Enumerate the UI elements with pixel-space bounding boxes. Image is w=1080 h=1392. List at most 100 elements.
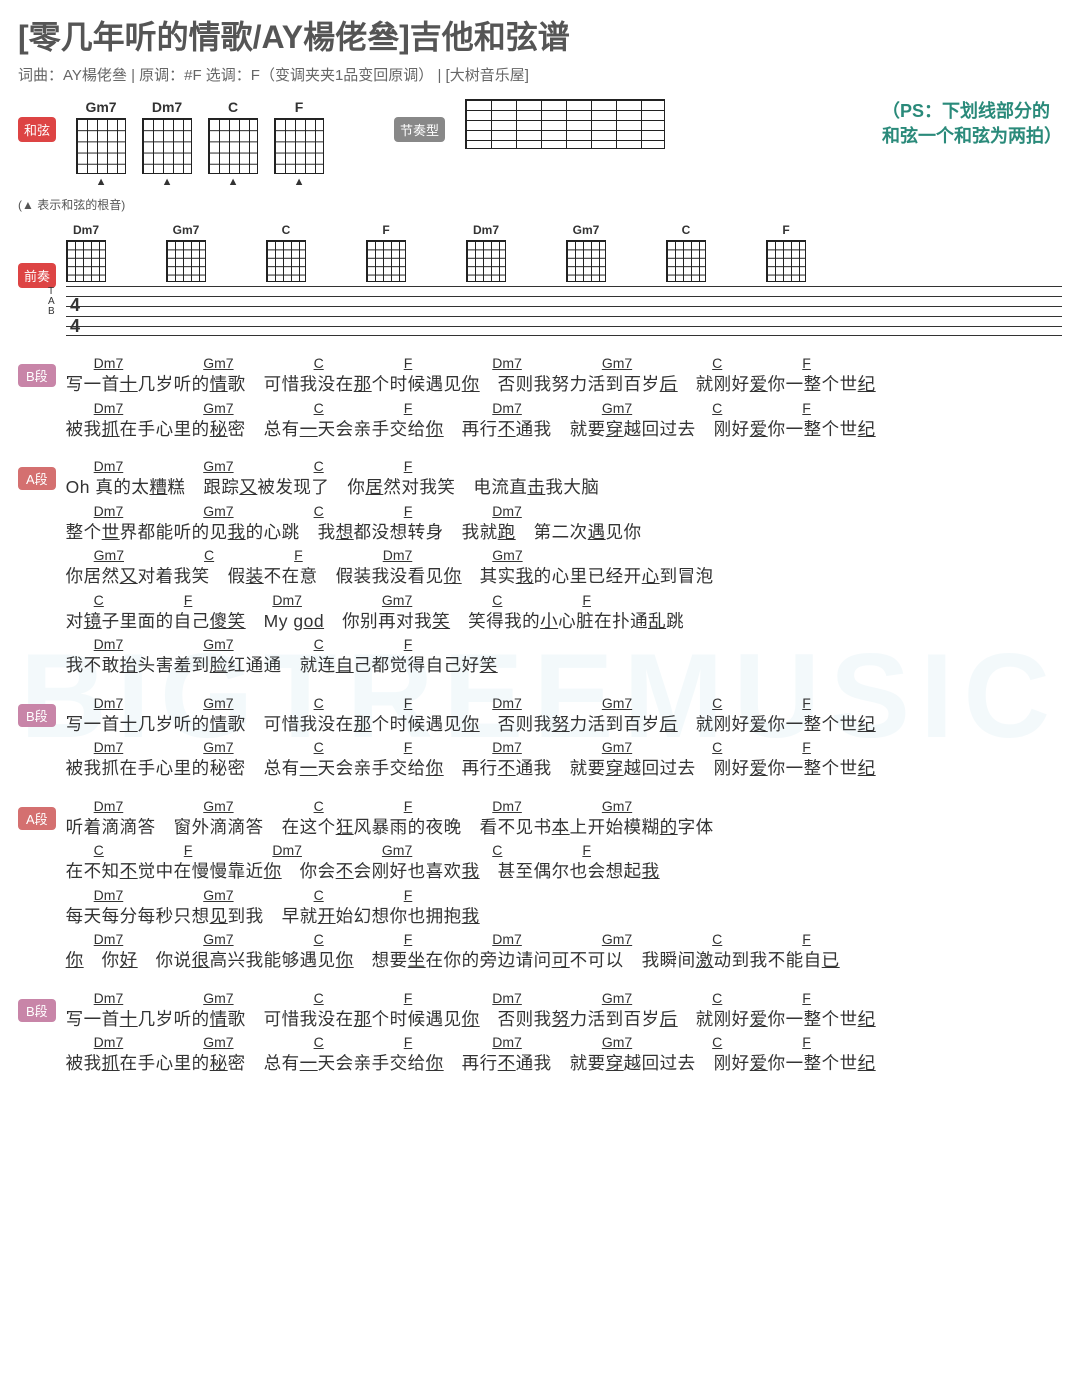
- chord-label: Gm7: [203, 989, 233, 1009]
- chord-diagram-small: Dm7: [466, 223, 506, 282]
- lyric-text: 被我抓在手心里的秘密 总有一天会亲手交给你 再行不通我 就要穿越回过去 刚好爱你…: [66, 1051, 1062, 1076]
- chord-label: F: [802, 738, 811, 758]
- chord-label: Dm7: [94, 930, 124, 950]
- chord-label: F: [404, 930, 413, 950]
- lyric-text: 听着滴滴答 窗外滴滴答 在这个狂风暴雨的夜晚 看不见书本上开始模糊的字体: [66, 815, 1062, 840]
- chord-label: Dm7: [492, 354, 522, 374]
- chord-diagram-small: C: [666, 223, 706, 282]
- chord-row: Dm7Gm7CF: [66, 635, 1062, 655]
- chord-label: C: [94, 841, 104, 861]
- chord-label: F: [404, 502, 413, 522]
- content: [零几年听的情歌/AY楊佬叄]吉他和弦谱 词曲：AY楊佬叄 | 原调：#F 选调…: [18, 12, 1062, 1078]
- chord-name: Gm7: [573, 223, 600, 237]
- note-text: （PS：下划线部分的和弦一个和弦为两拍）: [882, 99, 1062, 149]
- chord-row: Dm7Gm7CFDm7Gm7CF: [66, 989, 1062, 1009]
- intro-chords: Dm7Gm7CFDm7Gm7CF: [66, 223, 1062, 282]
- chord-label: F: [184, 591, 193, 611]
- chord-label: Gm7: [203, 694, 233, 714]
- chord-label: F: [404, 989, 413, 1009]
- lyric-line: Dm7Gm7CFDm7Gm7CF写一首十几岁听的情歌 可惜我没在那个时候遇见你 …: [66, 354, 1062, 397]
- chord-label: Dm7: [94, 694, 124, 714]
- lyric-line: Dm7Gm7CFDm7Gm7CF被我抓在手心里的秘密 总有一天会亲手交给你 再行…: [66, 399, 1062, 442]
- section-tag: B段: [18, 704, 56, 727]
- chord-label: Gm7: [602, 797, 632, 817]
- chord-label: Dm7: [94, 797, 124, 817]
- title: [零几年听的情歌/AY楊佬叄]吉他和弦谱: [18, 12, 1062, 58]
- chord-label: Gm7: [492, 546, 522, 566]
- chord-label: Dm7: [94, 502, 124, 522]
- chord-label: C: [314, 930, 324, 950]
- lyric-line: Dm7Gm7CFDm7Gm7CF写一首十几岁听的情歌 可惜我没在那个时候遇见你 …: [66, 989, 1062, 1032]
- lyric-text: 对镜子里面的自己傻笑 My god 你别再对我笑 笑得我的小心脏在扑通乱跳: [66, 609, 1062, 634]
- root-marker: ▲: [96, 176, 107, 188]
- chord-label: C: [314, 354, 324, 374]
- chord-label: C: [492, 591, 502, 611]
- chord-name: Dm7: [473, 223, 499, 237]
- chord-label: C: [712, 989, 722, 1009]
- section-tag: B段: [18, 364, 56, 387]
- section-tag: B段: [18, 999, 56, 1022]
- chord-label: Dm7: [492, 930, 522, 950]
- chord-label: F: [404, 457, 413, 477]
- chord-row: Dm7Gm7CFDm7Gm7CF: [66, 354, 1062, 374]
- root-marker: ▲: [162, 176, 173, 188]
- chord-row: Dm7Gm7CF: [66, 457, 1062, 477]
- chord-diagram: Gm7 ▲: [76, 99, 126, 188]
- chord-diagram-small: Gm7: [566, 223, 606, 282]
- chord-label: C: [314, 635, 324, 655]
- chord-label: Dm7: [94, 989, 124, 1009]
- chord-label: F: [404, 694, 413, 714]
- lyric-line: Dm7Gm7CFDm7整个世界都能听的见我的心跳 我想都没想转身 我就跑 第二次…: [66, 502, 1062, 545]
- lyric-text: 被我抓在手心里的秘密 总有一天会亲手交给你 再行不通我 就要穿越回过去 刚好爱你…: [66, 756, 1062, 781]
- lyric-text: 你居然又对着我笑 假装不在意 假装我没看见你 其实我的心里已经开心到冒泡: [66, 564, 1062, 589]
- chord-label: Gm7: [203, 635, 233, 655]
- lyric-section: B段 Dm7Gm7CFDm7Gm7CF写一首十几岁听的情歌 可惜我没在那个时候遇…: [18, 989, 1062, 1078]
- chord-label: C: [712, 930, 722, 950]
- chord-row: Dm7Gm7CFDm7: [66, 502, 1062, 522]
- root-note-desc: (▲ 表示和弦的根音): [18, 196, 1062, 213]
- chord-label: F: [404, 1033, 413, 1053]
- chord-label: Gm7: [203, 399, 233, 419]
- chord-label: Dm7: [94, 354, 124, 374]
- chord-label: C: [94, 591, 104, 611]
- chord-name: C: [682, 223, 691, 237]
- chord-name: F: [382, 223, 389, 237]
- lyric-text: 每天每分每秒只想见到我 早就开始幻想你也拥抱我: [66, 904, 1062, 929]
- chord-row: Dm7Gm7CF: [66, 886, 1062, 906]
- chord-label: F: [404, 635, 413, 655]
- chord-label: Dm7: [94, 886, 124, 906]
- chord-label: Gm7: [203, 797, 233, 817]
- chord-reference-row: 和弦 Gm7▲Dm7▲C▲F▲ 节奏型 （PS：下划线部分的和弦一个和弦为两拍）: [18, 99, 1062, 188]
- lyric-line: Dm7Gm7CF每天每分每秒只想见到我 早就开始幻想你也拥抱我: [66, 886, 1062, 929]
- chord-label: C: [492, 841, 502, 861]
- chord-label: Gm7: [94, 546, 124, 566]
- lyric-text: 你 你好 你说很高兴我能够遇见你 想要坐在你的旁边请问可不可以 我瞬间激动到我不…: [66, 948, 1062, 973]
- chord-name: Dm7: [73, 223, 99, 237]
- chord-label: C: [204, 546, 214, 566]
- chord-label: C: [314, 502, 324, 522]
- chord-label: Gm7: [602, 930, 632, 950]
- intro-row: 前奏 Dm7Gm7CFDm7Gm7CF TAB 44: [18, 223, 1062, 336]
- chord-name: C: [282, 223, 291, 237]
- chord-label: C: [712, 354, 722, 374]
- chord-label: C: [712, 1033, 722, 1053]
- chord-label: F: [404, 886, 413, 906]
- chord-name: Gm7: [173, 223, 200, 237]
- chord-name: Gm7: [85, 99, 116, 115]
- chord-name: F: [295, 99, 304, 115]
- lyric-line: Gm7CFDm7Gm7你居然又对着我笑 假装不在意 假装我没看见你 其实我的心里…: [66, 546, 1062, 589]
- chord-name: Dm7: [152, 99, 182, 115]
- chord-label: F: [404, 399, 413, 419]
- chord-label: Gm7: [602, 1033, 632, 1053]
- chord-label: C: [712, 738, 722, 758]
- chord-row: Dm7Gm7CFDm7Gm7CF: [66, 738, 1062, 758]
- chord-label: Gm7: [602, 738, 632, 758]
- chord-label: F: [404, 354, 413, 374]
- chord-diagram-small: Gm7: [166, 223, 206, 282]
- lyric-sections: B段 Dm7Gm7CFDm7Gm7CF写一首十几岁听的情歌 可惜我没在那个时候遇…: [18, 354, 1062, 1078]
- chord-diagram: Dm7 ▲: [142, 99, 192, 188]
- lyric-line: Dm7Gm7CFDm7Gm7CF你 你好 你说很高兴我能够遇见你 想要坐在你的旁…: [66, 930, 1062, 973]
- chord-diagram-small: Dm7: [66, 223, 106, 282]
- chord-label: Gm7: [203, 886, 233, 906]
- lyric-text: 写一首十几岁听的情歌 可惜我没在那个时候遇见你 否则我努力活到百岁后 就刚好爱你…: [66, 372, 1062, 397]
